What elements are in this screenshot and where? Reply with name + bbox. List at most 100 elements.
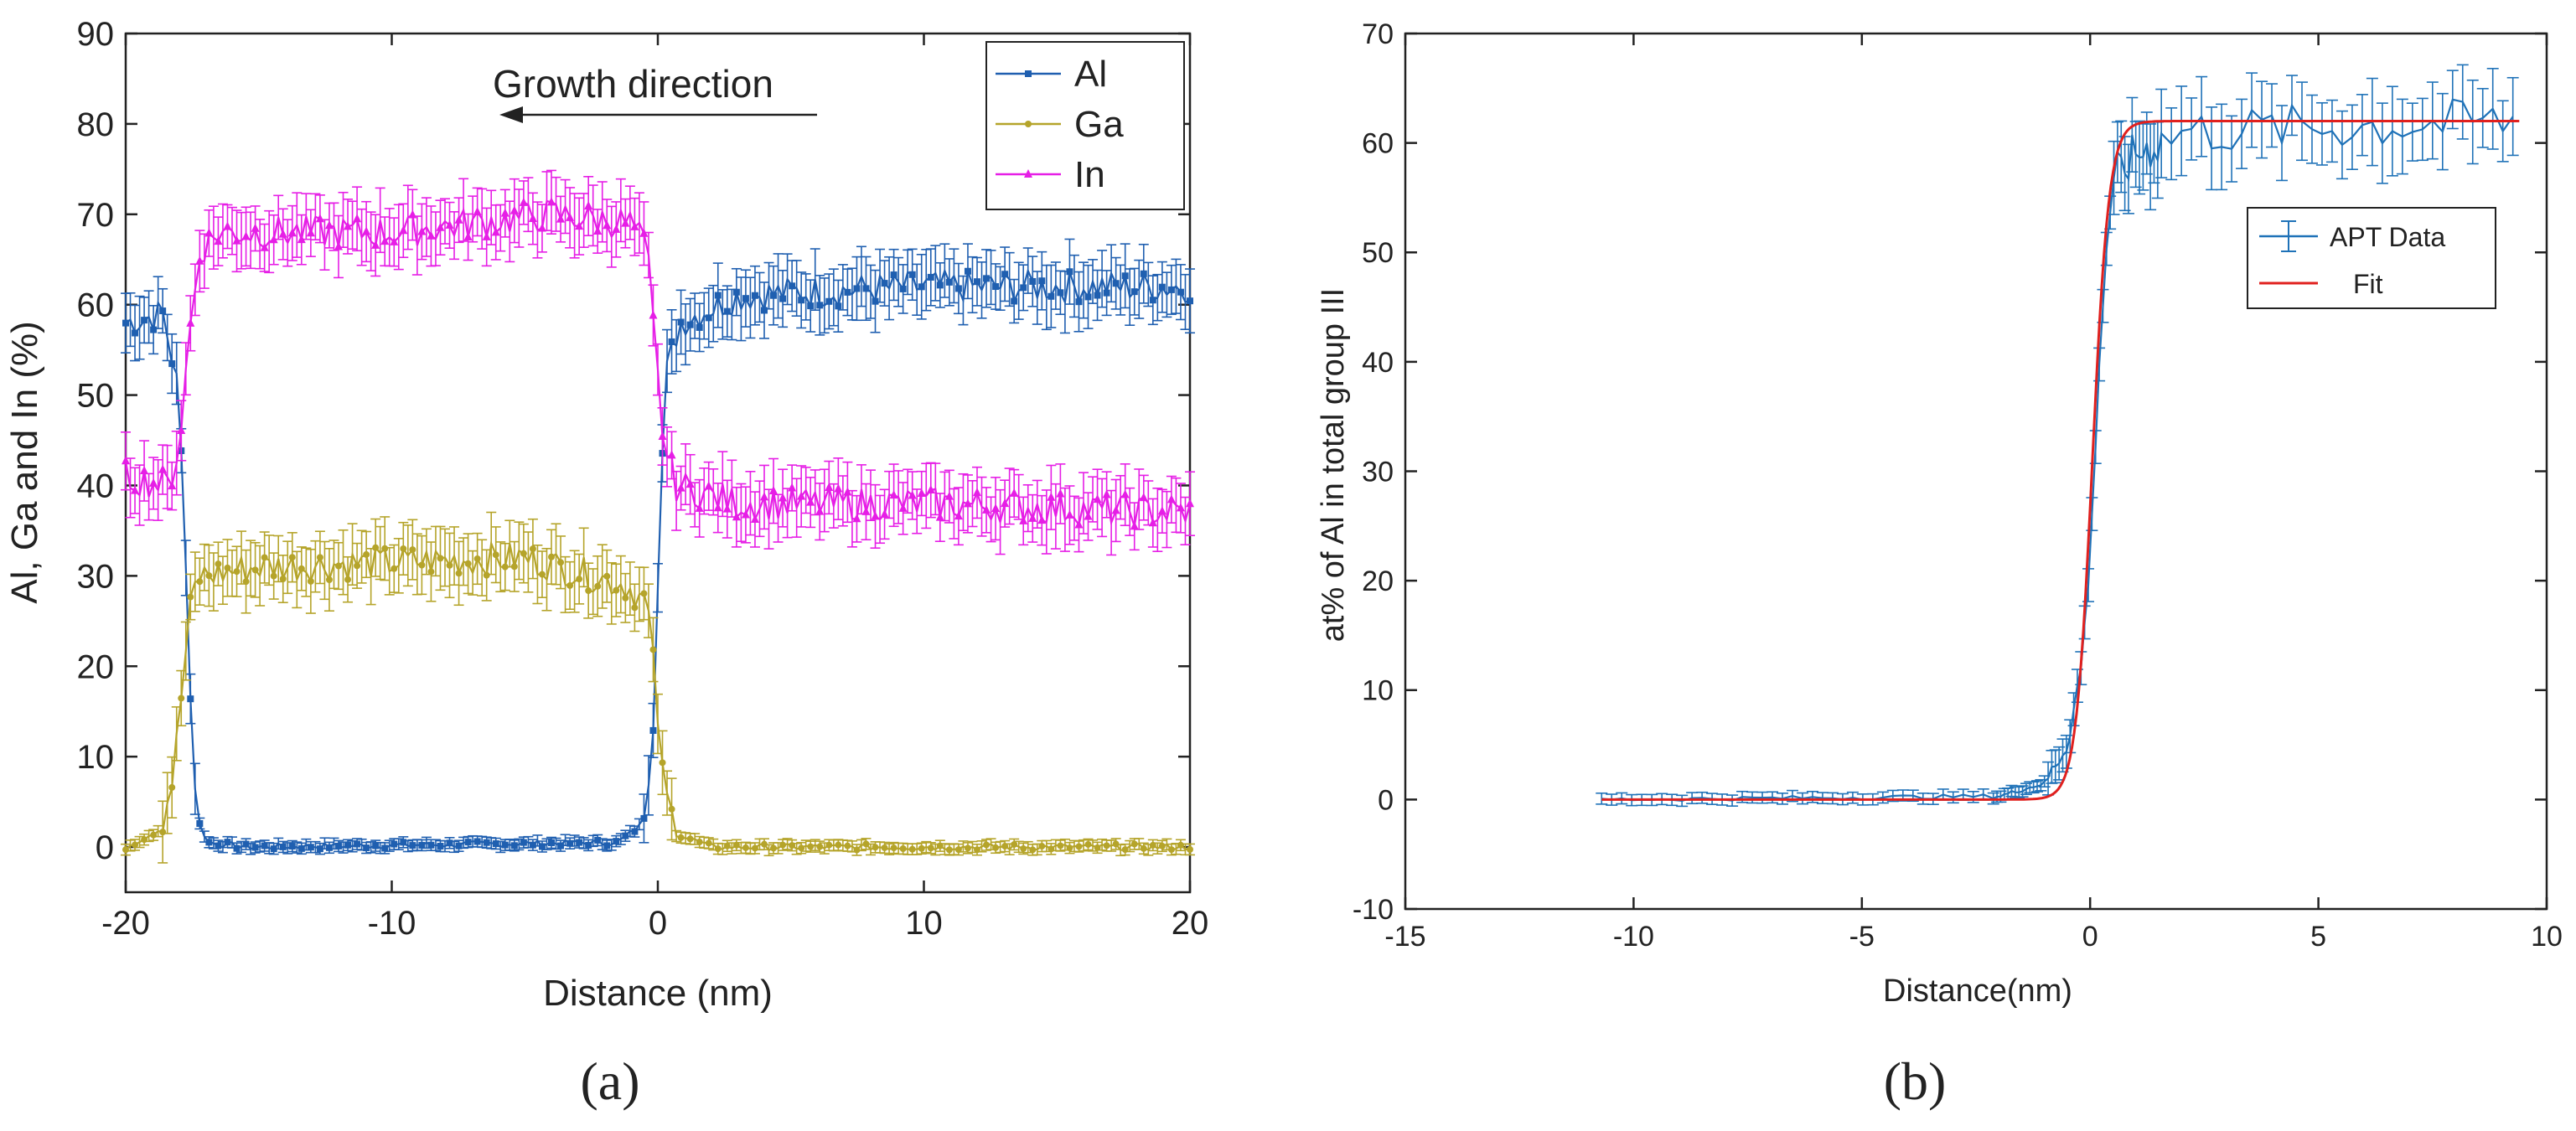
series-ga-point [696, 839, 703, 846]
series-ga-point [168, 783, 176, 791]
series-al-point [603, 842, 611, 850]
series-ga-point [418, 561, 426, 569]
series-al-point [354, 840, 361, 848]
series-al-point [742, 295, 749, 302]
series-al-point [668, 338, 675, 345]
series-al-point [233, 844, 241, 852]
series-al-point [132, 329, 139, 337]
series-al-point [862, 285, 870, 292]
series-in-point [278, 229, 287, 238]
series-al-point [945, 278, 953, 286]
series-ga-point [215, 560, 222, 568]
series-al-point [1103, 289, 1110, 297]
series-al-point [464, 839, 472, 846]
series-al-point [446, 839, 453, 847]
series-al-point [372, 842, 380, 850]
series-in-point [944, 491, 954, 500]
series-ga-point [1020, 844, 1027, 852]
series-ga-point [464, 560, 472, 567]
series-in-point [1074, 519, 1084, 529]
series-ga-point [798, 844, 805, 852]
series-al-point [1149, 297, 1156, 304]
series-ga-point [1084, 840, 1092, 848]
series-in-point [223, 221, 232, 230]
series-in-point [1130, 521, 1139, 530]
series-in-point [417, 226, 427, 235]
series-ga-point [751, 844, 758, 852]
series-in-point [158, 464, 168, 473]
series-in-point [399, 225, 408, 235]
series-al-point [1177, 288, 1184, 296]
series-in-point [778, 493, 788, 502]
series-in-point [593, 226, 603, 235]
series-al-point [159, 307, 167, 315]
series-in-point [528, 214, 537, 223]
series-al-point [594, 836, 602, 844]
series-al-point [437, 843, 444, 850]
series-ga-point [1066, 844, 1073, 852]
series-al-point [881, 280, 888, 287]
series-in-point [1102, 489, 1111, 498]
series-in-point [1120, 489, 1130, 498]
series-in-point [482, 231, 491, 240]
series-in-point [390, 236, 399, 245]
series-in-point [149, 478, 158, 487]
series-in-point [889, 490, 898, 499]
series-ga-point [520, 550, 527, 557]
series-al-point [122, 319, 129, 327]
series-al-point [696, 323, 703, 331]
series-al-point [529, 841, 536, 849]
chart-a-ylabel: Al, Ga and In (%) [4, 321, 45, 603]
series-al-point [427, 841, 435, 849]
legend-al-marker [1025, 70, 1032, 77]
series-al-point [918, 283, 925, 291]
series-in-point [131, 485, 140, 494]
series-al-point [789, 282, 796, 290]
series-al-point [492, 840, 499, 848]
series-ga-point [270, 572, 277, 580]
chart-b-ylabel: at% of Al in total group III [1316, 288, 1351, 642]
series-ga-point [603, 572, 611, 580]
series-al-point [761, 307, 768, 314]
chart-b-ytick-label: 30 [1362, 456, 1394, 488]
series-in-point [547, 197, 556, 206]
series-in-point [963, 498, 972, 508]
series-in-point [1176, 503, 1185, 512]
series-al-point [751, 292, 758, 299]
series-in-point [1037, 515, 1047, 524]
series-al-point [686, 321, 694, 328]
series-in-point [575, 221, 584, 230]
series-in-point [186, 318, 195, 327]
series-al-point [1130, 288, 1138, 296]
series-al-point [640, 814, 648, 822]
chart-b-ytick-label: 50 [1362, 237, 1394, 269]
series-al-point [732, 288, 740, 296]
series-ga-point [714, 845, 722, 853]
chart-b-legend: APT Data Fit [2247, 207, 2496, 309]
chart-b-xlabel: Distance(nm) [1883, 973, 2072, 1009]
chart-a-legend: Al Ga In [985, 41, 1185, 210]
series-al-point [1011, 297, 1018, 305]
series-ga-point [196, 578, 204, 586]
series-in-point [861, 506, 871, 515]
series-ga-point [779, 841, 787, 849]
series-ga-point [1158, 842, 1166, 850]
series-al-point [473, 838, 481, 845]
series-al-point [936, 281, 944, 289]
series-al-point [566, 839, 574, 847]
series-ga-point [1187, 845, 1193, 853]
series-al-point [613, 838, 620, 845]
series-al-point [1094, 292, 1101, 299]
series-ga-point [251, 566, 259, 574]
series-in-point [463, 231, 473, 240]
series-ga-point [732, 841, 740, 849]
series-ga-point [325, 576, 333, 584]
series-in-point [713, 503, 722, 512]
chart-a-xtick-label: -20 [101, 905, 150, 942]
series-in-point [871, 511, 880, 520]
series-in-point [760, 492, 768, 501]
series-in-point [973, 488, 981, 497]
series-in-point [1139, 493, 1148, 502]
series-ga-point [178, 695, 185, 702]
series-ga-point [224, 564, 231, 571]
